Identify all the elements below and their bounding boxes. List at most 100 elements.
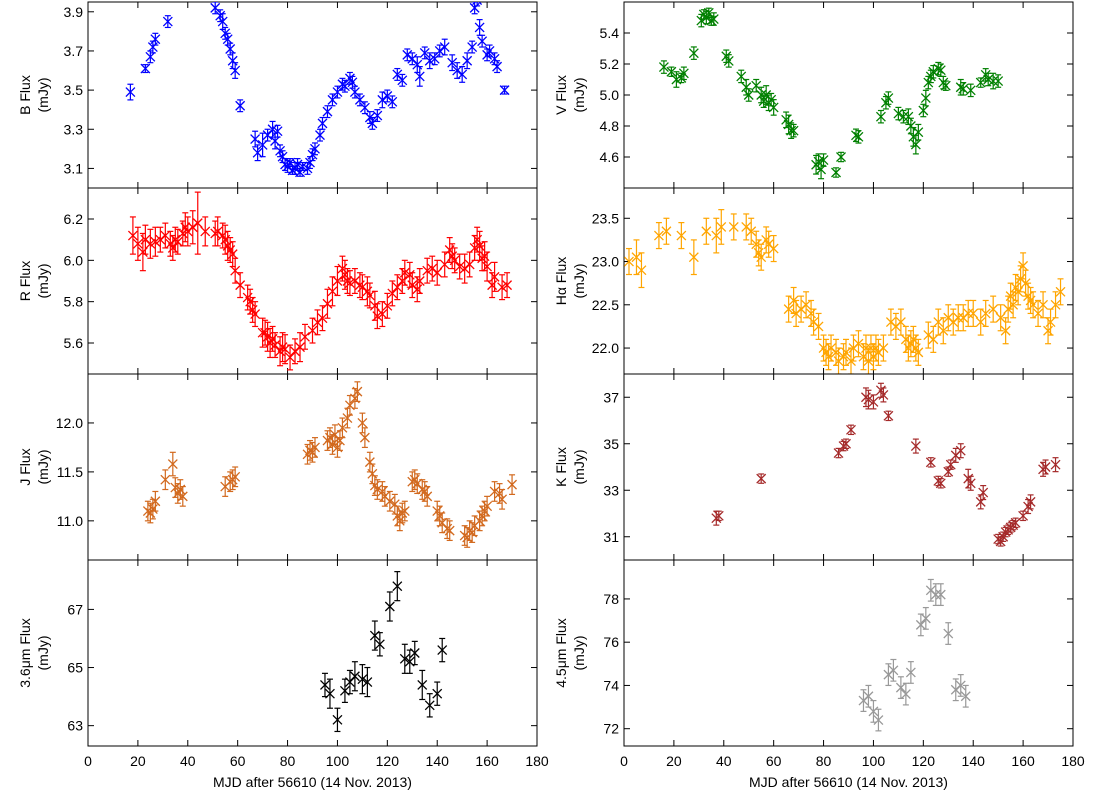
data-point [160, 222, 171, 249]
data-point [352, 381, 363, 403]
x-marker [412, 59, 423, 70]
data-point [457, 66, 468, 83]
y-tick-label: 5.0 [600, 87, 620, 103]
x-marker [963, 308, 974, 319]
x-marker [384, 496, 395, 507]
data-point [756, 473, 767, 484]
data-point [364, 451, 375, 473]
x-marker [300, 331, 310, 342]
x-tick-label: 180 [525, 753, 549, 769]
x-marker [382, 300, 393, 311]
x-marker [1028, 299, 1039, 310]
x-marker [404, 269, 415, 280]
data-point [332, 265, 343, 297]
x-marker [963, 473, 974, 484]
x-marker [280, 344, 291, 355]
x-marker [357, 417, 368, 428]
x-marker [955, 445, 966, 456]
data-point [863, 684, 874, 708]
data-point [364, 282, 375, 309]
x-marker [377, 309, 388, 320]
x-marker [499, 85, 510, 96]
data-point [853, 130, 864, 144]
x-marker [349, 671, 360, 682]
y-tick-label: 3.1 [64, 160, 84, 176]
data-point [484, 44, 495, 58]
data-point [756, 243, 767, 271]
data-point [808, 308, 819, 336]
x-marker [235, 280, 246, 291]
x-marker [905, 667, 916, 678]
data-point [975, 494, 986, 510]
x-marker [354, 94, 365, 105]
data-point [459, 253, 470, 284]
data-point [374, 632, 385, 657]
x-marker [177, 491, 188, 502]
data-point [384, 490, 395, 512]
series-k [711, 382, 1061, 547]
series-i2 [858, 578, 971, 732]
x-marker [422, 491, 433, 502]
x-marker [447, 57, 458, 68]
y-tick-label: 6.0 [64, 252, 84, 268]
x-tick-label: 60 [230, 753, 246, 769]
data-point [813, 312, 824, 340]
x-marker [364, 457, 375, 468]
data-point [200, 216, 211, 247]
y-tick-label: 4.8 [600, 118, 620, 134]
data-point [372, 109, 383, 123]
x-marker [437, 517, 448, 528]
data-point [349, 661, 360, 692]
data-point [150, 226, 161, 257]
data-point [763, 230, 774, 258]
data-point [975, 77, 986, 88]
x-marker [482, 261, 493, 272]
panel-i1: 63 65 67 0 20 40 60 80 100 120 140 160 180 3.6μm Flux… [17, 559, 549, 769]
x-marker [888, 665, 899, 676]
data-point [437, 637, 448, 663]
x-marker [125, 87, 136, 98]
x-marker [429, 53, 440, 64]
data-point [464, 251, 475, 278]
x-marker [344, 400, 355, 411]
data-point [883, 410, 894, 422]
x-marker [462, 55, 473, 66]
data-point [688, 239, 699, 276]
x-marker [728, 221, 739, 232]
right-column: 4.64.85.05.25.4V Flux (mJy)22.022.523.023… [553, 1, 1085, 769]
data-point [888, 658, 899, 682]
x-tick-label: 160 [475, 753, 499, 769]
data-point [920, 606, 931, 630]
y-tick-label: 35 [603, 436, 619, 452]
x-marker [359, 432, 370, 443]
data-point [943, 622, 954, 645]
data-point [432, 681, 443, 706]
y-tick-label: 11.0 [57, 513, 83, 529]
y-axis-label: (mJy) [35, 450, 51, 485]
x-marker [933, 317, 944, 328]
data-point [222, 32, 233, 46]
x-marker [658, 62, 669, 73]
x-marker [439, 42, 450, 52]
x-marker [482, 501, 493, 512]
data-point [162, 15, 173, 29]
data-point [225, 42, 236, 56]
x-marker [507, 479, 518, 490]
x-marker [831, 167, 841, 178]
y-tick-label: 6.2 [64, 211, 84, 227]
data-point [713, 510, 724, 522]
x-marker [382, 91, 393, 101]
x-marker [417, 680, 428, 690]
x-marker [322, 106, 333, 117]
data-point [419, 46, 430, 60]
x-marker [863, 691, 874, 702]
data-point [965, 475, 976, 491]
x-marker [162, 16, 173, 27]
data-point [853, 330, 864, 358]
data-point [367, 463, 378, 485]
data-point [1010, 517, 1021, 529]
x-marker [965, 478, 976, 489]
left-column: 3.13.33.53.73.9B Flux (mJy)5.65.86.06.2R … [17, 1, 549, 769]
x-marker [384, 601, 395, 612]
data-point [624, 247, 634, 276]
